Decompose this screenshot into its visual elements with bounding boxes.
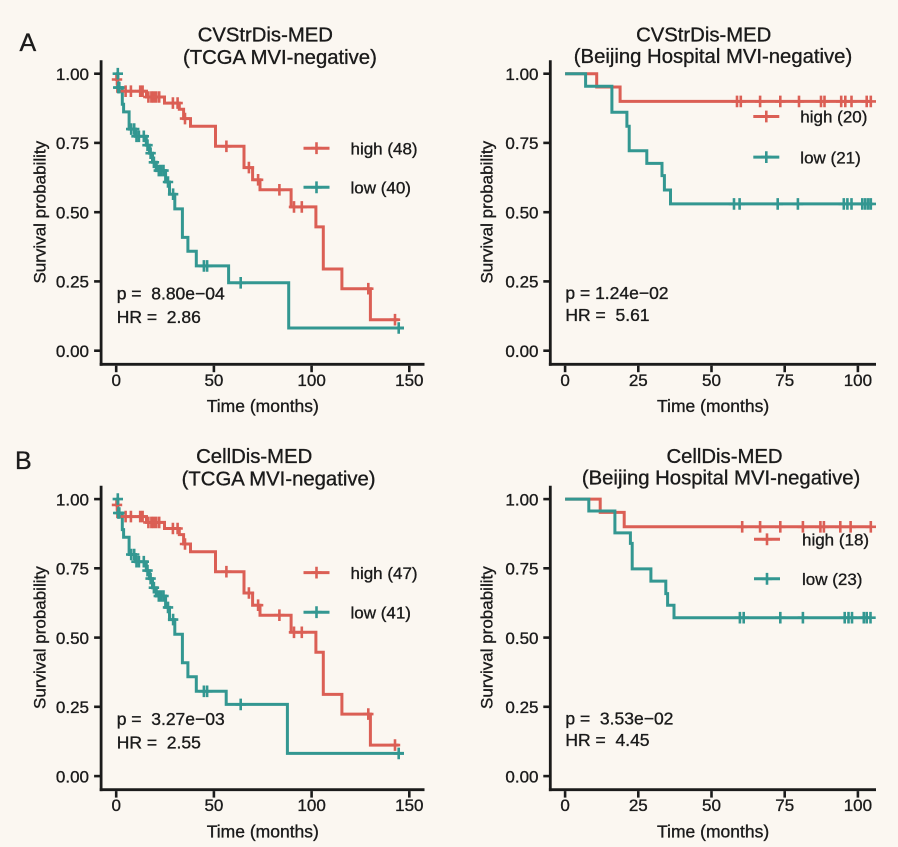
svg-text:0.75: 0.75 <box>505 134 538 153</box>
svg-text:100: 100 <box>844 371 872 390</box>
svg-text:p = 3.27e−03: p = 3.27e−03 <box>117 709 225 729</box>
svg-text:Time (months): Time (months) <box>657 822 769 842</box>
svg-text:0.50: 0.50 <box>56 629 89 648</box>
svg-text:Survival probability: Survival probability <box>31 566 50 709</box>
svg-text:0: 0 <box>111 796 120 815</box>
svg-text:0.25: 0.25 <box>56 273 89 292</box>
svg-text:Time (months): Time (months) <box>207 396 319 416</box>
svg-text:high (47): high (47) <box>351 564 418 583</box>
svg-text:HR = 5.61: HR = 5.61 <box>565 305 649 325</box>
svg-text:0: 0 <box>560 371 569 390</box>
svg-text:0.75: 0.75 <box>505 560 538 579</box>
svg-text:low (21): low (21) <box>800 148 860 167</box>
svg-text:0.25: 0.25 <box>505 273 538 292</box>
svg-text:1.00: 1.00 <box>505 490 538 509</box>
svg-text:0.25: 0.25 <box>505 698 538 717</box>
svg-text:(Beijing Hospital MVI-negative: (Beijing Hospital MVI-negative) <box>574 46 852 68</box>
svg-text:Survival probability: Survival probability <box>477 140 496 283</box>
svg-text:p = 1.24e−02: p = 1.24e−02 <box>565 283 668 303</box>
svg-text:high (20): high (20) <box>800 108 867 127</box>
svg-text:0.75: 0.75 <box>56 134 89 153</box>
svg-text:0.75: 0.75 <box>56 560 89 579</box>
svg-text:50: 50 <box>702 371 721 390</box>
svg-text:0.25: 0.25 <box>56 698 89 717</box>
svg-text:25: 25 <box>629 371 648 390</box>
svg-text:75: 75 <box>775 796 794 815</box>
svg-text:0.00: 0.00 <box>505 342 538 361</box>
svg-text:low (40): low (40) <box>351 179 411 198</box>
svg-text:p = 8.80e−04: p = 8.80e−04 <box>117 284 225 304</box>
svg-text:0.00: 0.00 <box>505 767 538 786</box>
svg-text:CellDis-MED: CellDis-MED <box>666 446 782 468</box>
svg-text:100: 100 <box>297 796 325 815</box>
svg-text:low (41): low (41) <box>351 603 411 622</box>
svg-text:150: 150 <box>395 796 423 815</box>
svg-text:HR = 2.55: HR = 2.55 <box>117 732 201 752</box>
svg-text:low (23): low (23) <box>802 570 862 589</box>
svg-text:75: 75 <box>775 371 794 390</box>
svg-text:25: 25 <box>629 796 648 815</box>
svg-text:1.00: 1.00 <box>505 65 538 84</box>
svg-text:0.50: 0.50 <box>505 203 538 222</box>
svg-text:0: 0 <box>111 371 120 390</box>
svg-text:Survival probability: Survival probability <box>477 566 496 709</box>
svg-text:(TCGA MVI-negative): (TCGA MVI-negative) <box>182 469 376 491</box>
svg-text:0.50: 0.50 <box>56 203 89 222</box>
svg-text:0.00: 0.00 <box>56 342 89 361</box>
svg-text:50: 50 <box>204 371 223 390</box>
svg-text:0: 0 <box>560 796 569 815</box>
svg-text:B: B <box>15 447 32 475</box>
svg-text:high (48): high (48) <box>351 139 418 158</box>
svg-text:CVStrDis-MED: CVStrDis-MED <box>636 24 771 46</box>
svg-text:1.00: 1.00 <box>56 65 89 84</box>
svg-text:A: A <box>20 29 37 57</box>
svg-text:150: 150 <box>395 371 423 390</box>
svg-text:50: 50 <box>204 796 223 815</box>
svg-text:Time (months): Time (months) <box>657 396 769 416</box>
svg-text:Time (months): Time (months) <box>207 822 319 842</box>
svg-text:HR = 2.86: HR = 2.86 <box>117 307 201 327</box>
svg-text:CVStrDis-MED: CVStrDis-MED <box>198 24 333 46</box>
svg-text:CellDis-MED: CellDis-MED <box>196 446 312 468</box>
svg-text:50: 50 <box>702 796 721 815</box>
svg-text:HR = 4.45: HR = 4.45 <box>565 730 649 750</box>
svg-text:high (18): high (18) <box>802 531 869 550</box>
svg-text:(Beijing Hospital MVI-negative: (Beijing Hospital MVI-negative) <box>582 467 860 489</box>
svg-text:100: 100 <box>297 371 325 390</box>
svg-text:0.00: 0.00 <box>56 767 89 786</box>
svg-text:1.00: 1.00 <box>56 490 89 509</box>
svg-text:100: 100 <box>844 796 872 815</box>
svg-text:p = 3.53e−02: p = 3.53e−02 <box>565 708 673 728</box>
svg-text:(TCGA MVI-negative): (TCGA MVI-negative) <box>183 47 377 69</box>
svg-text:Survival probability: Survival probability <box>31 140 50 283</box>
svg-text:0.50: 0.50 <box>505 629 538 648</box>
